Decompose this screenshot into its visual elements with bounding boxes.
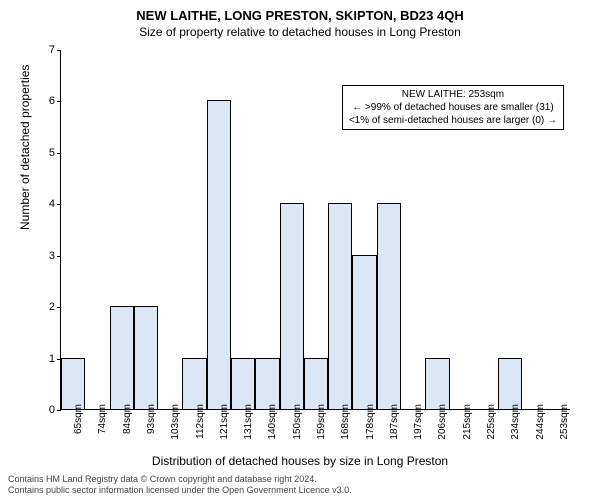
bar	[231, 358, 255, 409]
annotation-line2: ← >99% of detached houses are smaller (3…	[349, 101, 557, 114]
x-tick-label: 234sqm	[510, 404, 521, 440]
bar	[498, 358, 522, 409]
x-tick-label: 131sqm	[243, 404, 254, 440]
x-tick-label: 65sqm	[73, 404, 84, 434]
x-tick-label: 225sqm	[486, 404, 497, 440]
chart-area: 0123456765sqm74sqm84sqm93sqm103sqm112sqm…	[60, 50, 570, 410]
bar	[255, 358, 279, 409]
bar	[61, 358, 85, 409]
bar	[182, 358, 206, 409]
x-tick-label: 93sqm	[146, 404, 157, 434]
y-tick-mark	[57, 50, 61, 51]
x-tick-label: 74sqm	[97, 404, 108, 434]
y-tick-mark	[57, 101, 61, 102]
bar	[377, 203, 401, 409]
y-tick-label: 7	[31, 44, 55, 56]
x-tick-label: 121sqm	[219, 404, 230, 440]
x-tick-label: 150sqm	[292, 404, 303, 440]
footer-line2: Contains public sector information licen…	[8, 485, 352, 496]
x-tick-label: 244sqm	[535, 404, 546, 440]
bar	[110, 306, 134, 409]
annotation-box: NEW LAITHE: 253sqm ← >99% of detached ho…	[342, 85, 564, 130]
chart-subtitle: Size of property relative to detached ho…	[0, 25, 600, 39]
x-tick-label: 187sqm	[389, 404, 400, 440]
x-tick-label: 140sqm	[267, 404, 278, 440]
annotation-line1: NEW LAITHE: 253sqm	[349, 88, 557, 101]
title-block: NEW LAITHE, LONG PRESTON, SKIPTON, BD23 …	[0, 0, 600, 39]
y-tick-label: 5	[31, 147, 55, 159]
y-tick-mark	[57, 256, 61, 257]
x-tick-label: 253sqm	[559, 404, 570, 440]
y-tick-label: 2	[31, 301, 55, 313]
y-tick-label: 6	[31, 95, 55, 107]
y-tick-mark	[57, 307, 61, 308]
bar	[280, 203, 304, 409]
y-tick-mark	[57, 204, 61, 205]
y-axis-label: Number of detached properties	[18, 65, 32, 230]
x-tick-label: 215sqm	[462, 404, 473, 440]
x-tick-label: 168sqm	[340, 404, 351, 440]
y-tick-label: 0	[31, 404, 55, 416]
bar	[352, 255, 376, 409]
y-tick-label: 1	[31, 353, 55, 365]
y-tick-mark	[57, 153, 61, 154]
bar	[207, 100, 231, 409]
bar	[304, 358, 328, 409]
footer-attribution: Contains HM Land Registry data © Crown c…	[8, 474, 352, 496]
x-tick-label: 206sqm	[437, 404, 448, 440]
footer-line1: Contains HM Land Registry data © Crown c…	[8, 474, 352, 485]
x-tick-label: 178sqm	[365, 404, 376, 440]
chart-title: NEW LAITHE, LONG PRESTON, SKIPTON, BD23 …	[0, 8, 600, 23]
y-tick-mark	[57, 410, 61, 411]
bar	[134, 306, 158, 409]
x-tick-label: 103sqm	[170, 404, 181, 440]
x-axis-label: Distribution of detached houses by size …	[0, 454, 600, 468]
x-tick-label: 197sqm	[413, 404, 424, 440]
bar	[328, 203, 352, 409]
x-tick-label: 84sqm	[122, 404, 133, 434]
annotation-line3: <1% of semi-detached houses are larger (…	[349, 114, 557, 127]
y-tick-label: 4	[31, 198, 55, 210]
y-tick-label: 3	[31, 250, 55, 262]
x-tick-label: 159sqm	[316, 404, 327, 440]
bar	[425, 358, 449, 409]
x-tick-label: 112sqm	[195, 404, 206, 439]
